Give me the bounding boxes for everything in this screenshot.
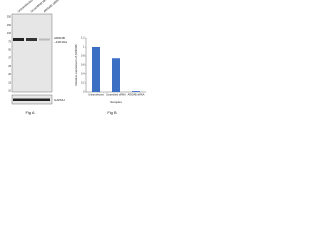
marker-label: 15 [8,81,11,84]
marker-label: 25 [8,65,11,68]
y-axis-label: Relative expression of ARID4B [74,44,78,85]
band [13,38,24,41]
x-axis-label: Samples [110,100,122,104]
marker-label: 150 [7,24,12,27]
marker-label: 37 [8,57,11,60]
y-tick-label: 1 [83,46,85,49]
y-tick-label: 0 [83,91,85,94]
caption: Fig A [25,110,34,115]
x-tick-label: ARID4B siRNA [128,94,145,97]
x-tick-label: Untransfected [88,94,104,97]
y-tick-label: 1.2 [81,37,85,40]
target-size: ~148 kDa [54,40,67,44]
marker-label: 20 [8,73,11,76]
band [13,98,50,101]
bar [112,58,120,92]
marker-label: 75 [8,40,11,43]
y-tick-label: 0.8 [81,55,85,58]
caption: Fig B [107,110,117,115]
marker-label: 250 [7,16,12,19]
band [26,38,37,41]
bar [132,91,140,92]
y-tick-label: 0.6 [81,64,85,67]
marker-label: 50 [8,48,11,51]
y-tick-label: 0.4 [81,73,85,76]
marker-label: 100 [7,32,12,35]
band [39,38,50,41]
figure: Untransfected Scrambled siRNA ARID4B siR… [7,0,146,115]
x-tick-label: Scrambled siRNA [106,94,126,97]
blot-membrane [11,13,53,93]
y-tick-label: 0.2 [81,82,85,85]
marker-label: 10 [8,89,11,92]
target-label: ARID4B [54,36,65,40]
bar [92,47,100,92]
control-label: GAPDH [54,98,65,102]
